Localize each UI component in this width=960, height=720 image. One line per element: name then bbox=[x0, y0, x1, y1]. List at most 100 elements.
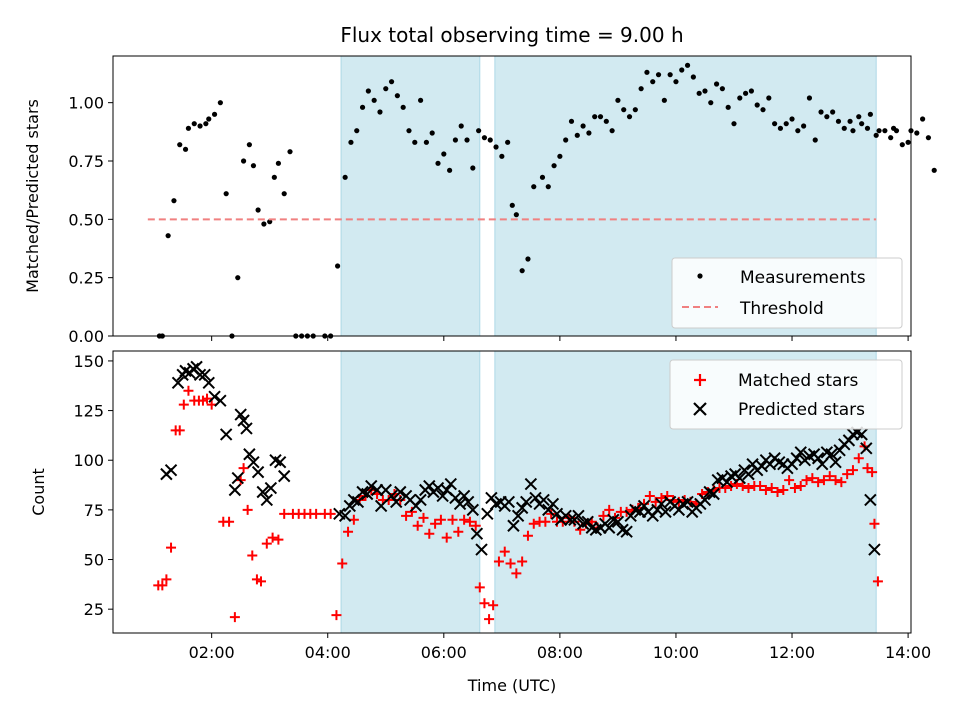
measurements-point bbox=[271, 174, 277, 180]
measurements-point bbox=[708, 100, 714, 106]
measurements-point bbox=[539, 174, 546, 180]
matched-stars-point bbox=[430, 518, 441, 529]
measurements-point bbox=[638, 86, 644, 92]
measurements-point bbox=[335, 263, 341, 269]
predicted-stars-point bbox=[537, 493, 550, 507]
predicted-stars-point bbox=[231, 471, 244, 485]
measurements-point bbox=[165, 233, 171, 239]
measurements-point bbox=[661, 97, 667, 103]
measurements-point bbox=[830, 109, 836, 115]
bottom-y-tick-label: 25 bbox=[84, 600, 104, 619]
predicted-stars-point bbox=[515, 501, 529, 515]
bottom-series-layer bbox=[153, 360, 883, 625]
matched-stars-point bbox=[488, 600, 499, 611]
legend-label-matched-stars: Matched stars bbox=[738, 371, 858, 391]
matched-stars-point bbox=[464, 516, 475, 527]
measurements-point bbox=[261, 221, 267, 227]
measurements-point bbox=[644, 69, 650, 75]
matched-stars-point bbox=[743, 483, 754, 494]
predicted-stars-point bbox=[374, 499, 388, 513]
predicted-stars-point bbox=[815, 457, 829, 471]
measurements-point bbox=[217, 100, 223, 106]
predicted-stars-point bbox=[524, 477, 538, 491]
predicted-stars-point bbox=[343, 499, 356, 513]
measurements-point bbox=[557, 153, 563, 159]
measurements-point bbox=[423, 139, 429, 145]
measurements-point bbox=[513, 212, 519, 218]
matched-stars-point bbox=[499, 546, 510, 557]
bottom-y-tick-label: 100 bbox=[73, 451, 104, 470]
predicted-stars-point bbox=[414, 493, 427, 507]
top-panel: 0.00 0.25 0.50 0.75 1.00 Matched/Predicted s… bbox=[23, 55, 937, 346]
measurements-point bbox=[859, 121, 865, 127]
measurements-point bbox=[525, 256, 531, 262]
matched-stars-point bbox=[853, 453, 864, 464]
measurements-point bbox=[487, 137, 493, 143]
measurements-point bbox=[377, 109, 383, 115]
measurements-point bbox=[441, 151, 447, 157]
measurements-point bbox=[452, 137, 459, 143]
measurements-point bbox=[632, 107, 638, 113]
measurements-point bbox=[592, 114, 598, 120]
predicted-stars-point bbox=[202, 376, 215, 389]
predicted-stars-point bbox=[277, 469, 291, 483]
matched-stars-point bbox=[755, 481, 766, 492]
bottom-x-tick-label: 02:00 bbox=[189, 643, 235, 662]
matched-stars-point bbox=[255, 576, 266, 587]
bottom-y-ticks: 25 50 75 100 125 150 bbox=[73, 352, 113, 619]
measurements-point bbox=[742, 90, 749, 96]
predicted-stars-point bbox=[637, 499, 651, 513]
measurements-point bbox=[371, 97, 377, 103]
bottom-x-ticks: 02:00 04:00 06:00 08:00 10:00 12:00 14:00 bbox=[189, 633, 931, 662]
measurements-point bbox=[206, 116, 212, 122]
predicted-stars-point bbox=[681, 495, 694, 509]
matched-stars-point bbox=[311, 508, 322, 519]
top-y-axis-label: Matched/Predicted stars bbox=[23, 99, 42, 293]
measurements-point bbox=[545, 184, 551, 190]
measurements-point bbox=[203, 121, 209, 127]
measurements-point bbox=[246, 142, 252, 148]
predicted-stars-point bbox=[855, 428, 868, 441]
measurements-point bbox=[177, 142, 183, 148]
measurements-point bbox=[568, 118, 575, 124]
predicted-stars-point bbox=[825, 448, 838, 461]
matched-stars-point bbox=[760, 485, 771, 496]
measurements-point bbox=[383, 86, 389, 92]
matched-stars-point bbox=[737, 481, 748, 492]
matched-stars-point bbox=[813, 477, 824, 488]
measurements-point bbox=[760, 107, 766, 113]
measurements-point bbox=[690, 74, 696, 80]
matched-stars-point bbox=[453, 526, 464, 537]
measurements-point bbox=[696, 90, 702, 96]
measurements-point bbox=[470, 165, 476, 171]
measurements-point bbox=[417, 97, 424, 103]
matched-stars-point bbox=[331, 610, 342, 621]
measurements-point bbox=[447, 167, 453, 173]
predicted-stars-point bbox=[707, 487, 720, 501]
predicted-stars-point bbox=[256, 485, 269, 499]
measurements-point bbox=[348, 139, 354, 145]
measurements-point bbox=[481, 135, 488, 141]
matched-stars-point bbox=[598, 510, 609, 521]
matched-stars-point bbox=[801, 475, 812, 486]
matched-stars-point bbox=[279, 508, 290, 519]
measurements-point bbox=[650, 79, 656, 85]
bottom-y-tick-label: 50 bbox=[84, 551, 104, 570]
predicted-stars-point bbox=[436, 489, 449, 503]
predicted-stars-point bbox=[502, 495, 516, 509]
matched-stars-point bbox=[273, 534, 284, 545]
measurements-point bbox=[400, 104, 406, 110]
top-y-tick-label: 0.25 bbox=[68, 269, 104, 288]
predicted-stars-point bbox=[794, 446, 807, 459]
measurements-point bbox=[888, 135, 894, 141]
measurements-point bbox=[435, 160, 441, 166]
bottom-x-tick-label: 14:00 bbox=[885, 643, 931, 662]
predicted-stars-point bbox=[264, 481, 278, 495]
matched-stars-point bbox=[242, 504, 253, 515]
matched-stars-point bbox=[824, 471, 835, 482]
matched-stars-point bbox=[224, 516, 235, 527]
measurements-point bbox=[818, 109, 824, 115]
top-y-tick-label: 0.75 bbox=[68, 152, 104, 171]
measurements-point bbox=[626, 114, 633, 120]
matched-stars-point bbox=[517, 556, 528, 567]
